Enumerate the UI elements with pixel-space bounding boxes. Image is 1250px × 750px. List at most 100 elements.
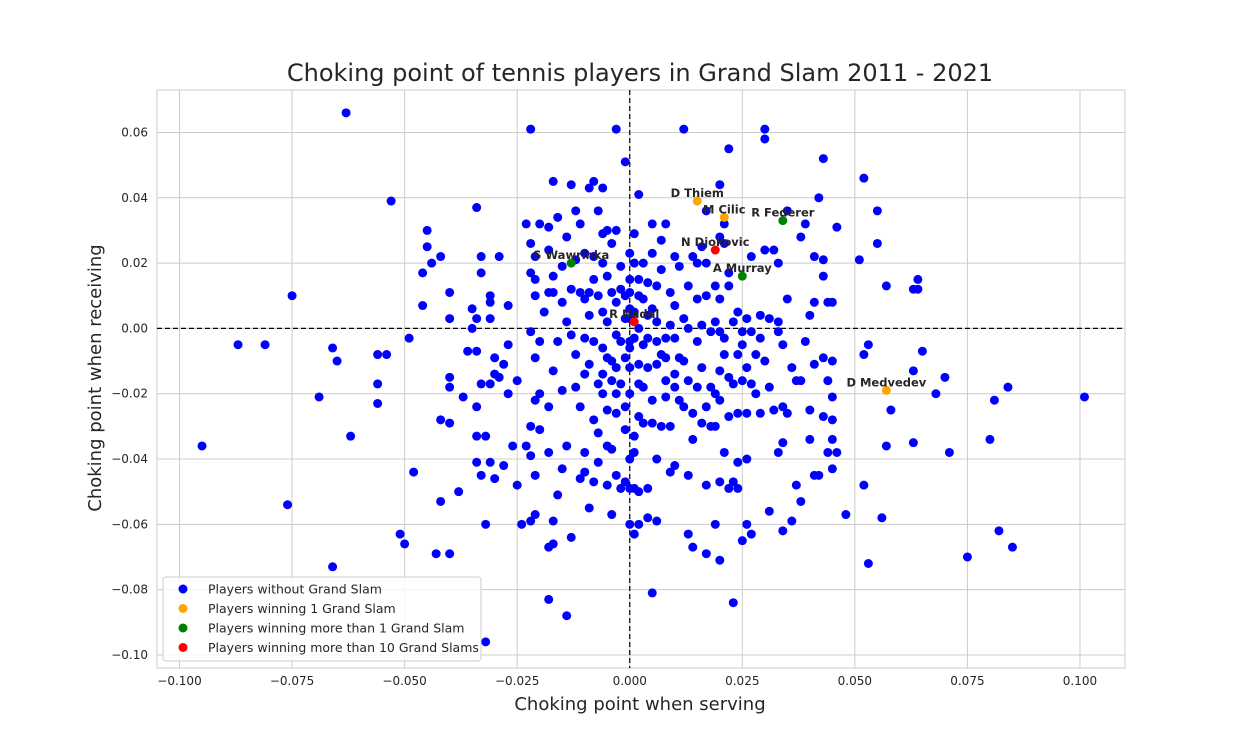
data-point — [458, 392, 468, 402]
data-point — [764, 314, 774, 324]
data-point — [611, 330, 621, 340]
data-point — [805, 434, 815, 444]
data-point — [287, 291, 297, 301]
data-point — [616, 483, 626, 493]
data-point — [629, 229, 639, 239]
data-point — [472, 314, 482, 324]
data-point — [697, 242, 707, 252]
data-point — [715, 327, 725, 337]
point-annotation: D Thiem — [671, 186, 724, 200]
data-point — [989, 395, 999, 405]
data-point — [562, 611, 572, 621]
data-point — [746, 529, 756, 539]
data-point — [382, 350, 392, 360]
data-point — [602, 271, 612, 281]
data-point — [472, 346, 482, 356]
data-point — [607, 444, 617, 454]
data-point — [481, 431, 491, 441]
data-point — [526, 238, 536, 248]
data-point — [485, 297, 495, 307]
data-point — [494, 372, 504, 382]
data-point — [877, 513, 887, 523]
data-point — [683, 281, 693, 291]
data-point — [616, 261, 626, 271]
data-point — [436, 496, 446, 506]
x-axis-label: Choking point when serving — [514, 694, 765, 715]
data-point — [589, 274, 599, 284]
data-point — [818, 353, 828, 363]
data-point — [566, 330, 576, 340]
data-point — [575, 219, 585, 229]
data-point — [584, 183, 594, 193]
data-point — [796, 496, 806, 506]
data-point — [782, 408, 792, 418]
data-point — [571, 382, 581, 392]
data-point — [503, 340, 513, 350]
data-point — [652, 516, 662, 526]
data-point — [625, 343, 635, 353]
data-points — [197, 108, 1089, 647]
data-point — [742, 454, 752, 464]
data-point — [233, 340, 243, 350]
data-point — [598, 389, 608, 399]
data-point — [625, 363, 635, 373]
data-point — [787, 516, 797, 526]
data-point — [485, 291, 495, 301]
data-point — [328, 343, 338, 353]
data-point — [512, 480, 522, 490]
data-point — [1007, 542, 1017, 552]
data-point — [611, 470, 621, 480]
data-point — [530, 274, 540, 284]
data-point — [548, 176, 558, 186]
data-point — [616, 336, 626, 346]
data-point — [778, 438, 788, 448]
data-point — [476, 470, 486, 480]
legend-marker — [178, 584, 188, 594]
data-point — [512, 376, 522, 386]
data-point — [760, 356, 770, 366]
data-point — [625, 389, 635, 399]
data-point — [629, 317, 639, 327]
data-point — [616, 379, 626, 389]
data-point — [706, 382, 716, 392]
data-point — [737, 536, 747, 546]
data-point — [584, 310, 594, 320]
data-point — [445, 382, 455, 392]
data-point — [598, 183, 608, 193]
data-point — [638, 382, 648, 392]
x-tick-label: 0.100 — [1063, 674, 1097, 688]
data-point — [728, 379, 738, 389]
data-point — [719, 333, 729, 343]
data-point — [611, 124, 621, 134]
data-point — [508, 441, 518, 451]
data-point — [472, 431, 482, 441]
data-point — [553, 212, 563, 222]
legend: Players without Grand Slam Players winnin… — [162, 576, 482, 662]
data-point — [800, 219, 810, 229]
y-tick-label: 0.04 — [121, 191, 148, 205]
data-point — [773, 447, 783, 457]
data-point — [796, 232, 806, 242]
x-tick-label: 0.025 — [725, 674, 759, 688]
data-point — [908, 438, 918, 448]
data-point — [652, 281, 662, 291]
data-point — [544, 447, 554, 457]
data-point — [827, 297, 837, 307]
data-point — [683, 376, 693, 386]
data-point — [791, 480, 801, 490]
data-point — [710, 389, 720, 399]
data-point — [679, 402, 689, 412]
data-point — [769, 245, 779, 255]
data-point — [818, 154, 828, 164]
data-point — [710, 317, 720, 327]
data-point — [526, 421, 536, 431]
data-point — [548, 366, 558, 376]
data-point — [629, 333, 639, 343]
data-point — [665, 320, 675, 330]
data-point — [575, 474, 585, 484]
data-point — [611, 297, 621, 307]
data-point — [733, 350, 743, 360]
data-point — [575, 287, 585, 297]
data-point — [656, 235, 666, 245]
